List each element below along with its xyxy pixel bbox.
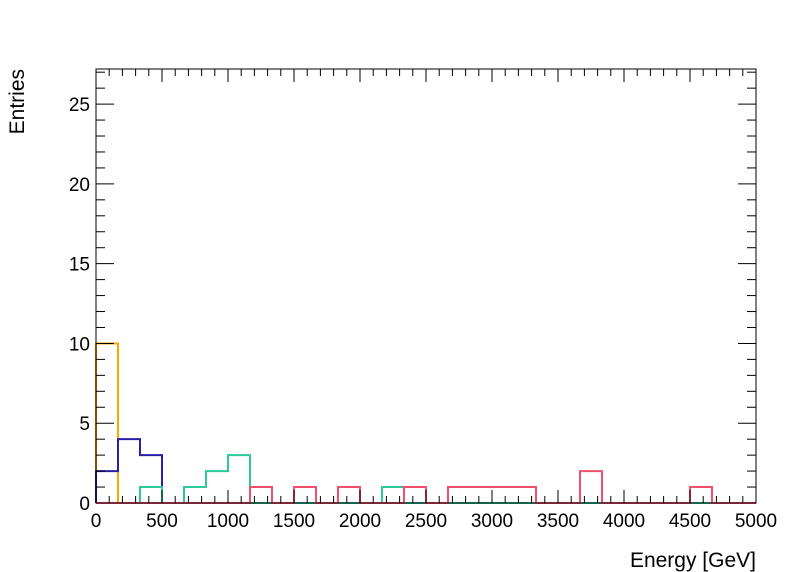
x-tick-label: 3500 (537, 511, 579, 532)
y-tick-label: 0 (79, 494, 90, 515)
x-tick-label: 1500 (273, 511, 315, 532)
plot-frame (95, 68, 757, 504)
x-tick-label: 500 (146, 511, 178, 532)
x-tick-label: 2500 (405, 511, 447, 532)
y-tick-label: 20 (69, 175, 90, 196)
series-line-0 (95, 342, 756, 504)
x-tick-label: 1000 (207, 511, 249, 532)
x-tick-label: 4000 (603, 511, 645, 532)
y-axis-label: Entries (6, 69, 29, 134)
x-axis-label: Energy [GeV] (630, 549, 756, 572)
x-tick-label: 0 (91, 511, 102, 532)
x-tick-label: 3000 (471, 511, 513, 532)
x-tick-label: 4500 (669, 511, 711, 532)
y-tick-label: 25 (69, 95, 90, 116)
y-tick-label: 5 (79, 414, 90, 435)
x-tick-label: 2000 (339, 511, 381, 532)
y-tick-label: 10 (69, 334, 90, 355)
ticks-layer (95, 69, 757, 504)
y-tick-label: 15 (69, 255, 90, 276)
series-layer (95, 342, 756, 504)
x-tick-label: 5000 (735, 511, 777, 532)
tick-labels-layer: 0 500 1000 1500 2000 2500 3000 3500 4000 4500 5000… (69, 95, 777, 532)
